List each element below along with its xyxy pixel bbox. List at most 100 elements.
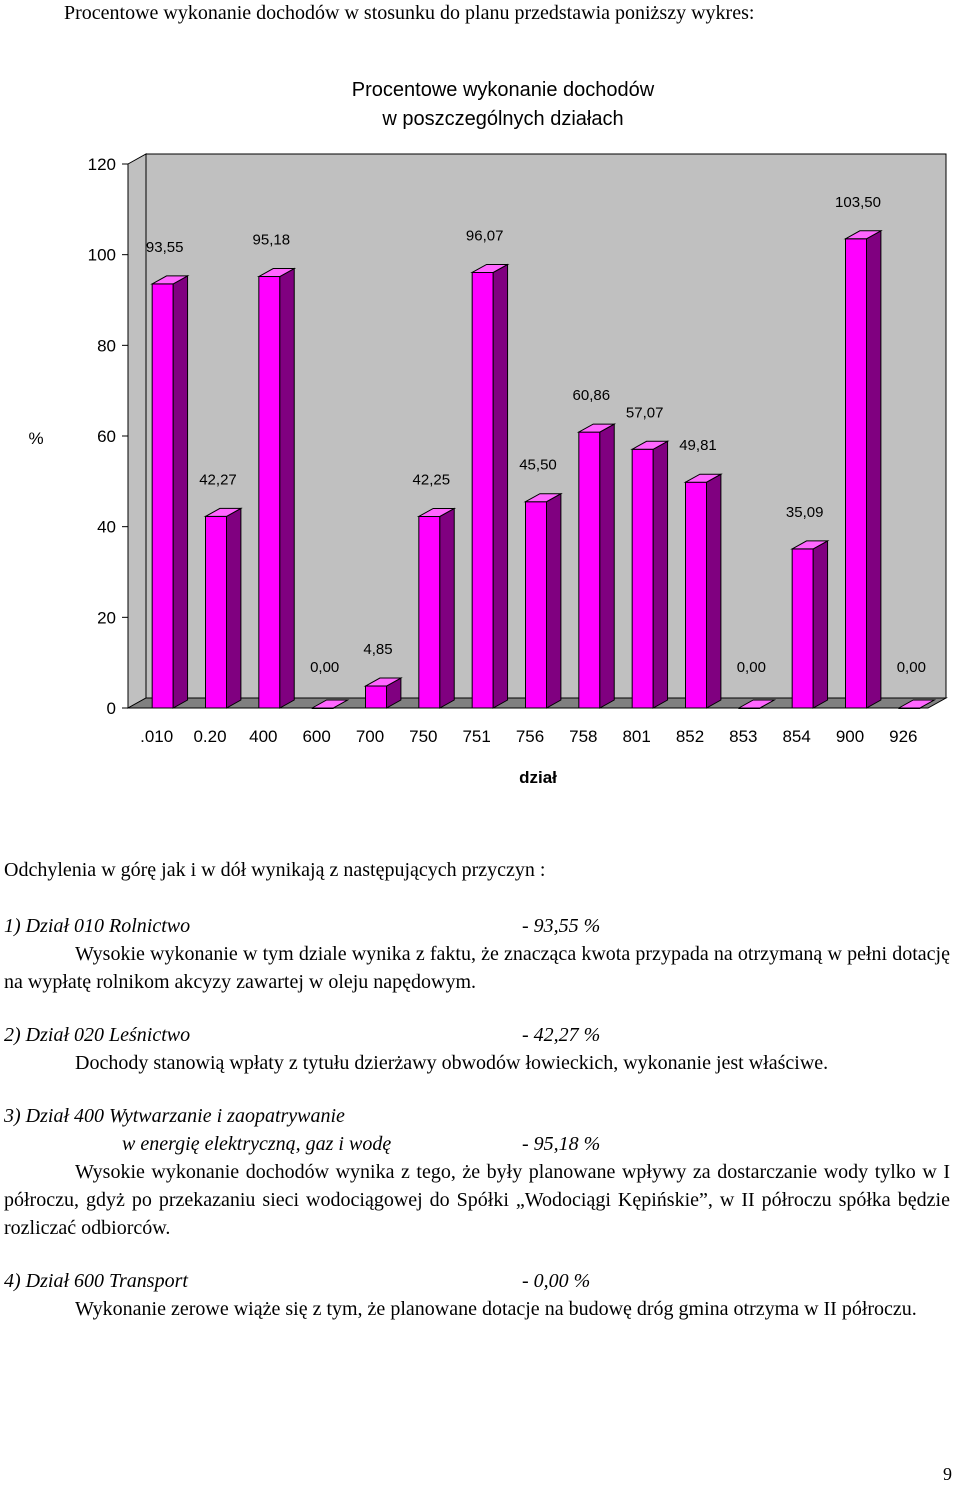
value-label: 49,81 [679, 437, 717, 454]
value-label: 42,27 [199, 471, 237, 488]
x-tick-label: 758 [569, 727, 597, 746]
bar-front [525, 501, 547, 709]
bar-751 [470, 263, 510, 709]
bar-side [652, 440, 669, 709]
section-010-percent: - 93,55 % [522, 915, 601, 937]
bar-854 [790, 540, 830, 709]
bar-top [150, 275, 190, 285]
bar-front [791, 548, 814, 709]
bar-front [631, 448, 654, 709]
bar-top [416, 507, 457, 517]
bar-side [599, 423, 615, 709]
bar-side [439, 507, 455, 709]
bar-400 [256, 267, 297, 709]
section-010-text: Wysokie wykonanie w tym dziale wynika z … [4, 943, 950, 993]
bar-top [576, 423, 617, 433]
bar-side [279, 267, 295, 709]
page-number: 9 [943, 1464, 952, 1484]
bar-side [492, 263, 509, 709]
bar-top [523, 493, 563, 503]
section-600-text: Wykonanie zerowe wiąże się z tym, że pla… [75, 1298, 917, 1320]
section-020-title: 2) Dział 020 Leśnictwo [4, 1024, 191, 1046]
value-label: 95,18 [253, 232, 291, 249]
bar-756 [523, 492, 563, 709]
bar-750 [416, 507, 457, 709]
value-label: 45,50 [519, 457, 557, 474]
x-tick-label: 926 [889, 727, 917, 746]
section-020-percent: - 42,27 % [522, 1024, 601, 1046]
bar-852 [683, 473, 723, 709]
value-label: 57,07 [626, 404, 664, 421]
bar-020 [203, 507, 243, 709]
bar-801 [630, 440, 670, 709]
bar-front [365, 685, 387, 709]
explanations-heading: Odchylenia w górę jak i w dół wynikają z… [4, 859, 546, 881]
bar-top [203, 507, 243, 517]
chart-title-line: w poszczególnych działach [381, 108, 623, 130]
bar-010 [150, 275, 190, 709]
section-600-title: 4) Dział 600 Transport [4, 1270, 188, 1292]
y-tick-label: 100 [88, 246, 116, 265]
x-tick-label: 751 [462, 727, 490, 746]
section-020-text: Dochody stanowią wpłaty z tytułu dzierża… [75, 1052, 829, 1074]
section-600-percent: - 0,00 % [522, 1270, 591, 1292]
bar-side [172, 275, 189, 709]
bar-900 [843, 229, 883, 709]
section-010-header: 1) Dział 010 Rolnictwo - 93,55 % [4, 912, 950, 940]
x-tick-label: 853 [729, 727, 757, 746]
y-tick-label: 20 [97, 608, 116, 627]
bar-top [790, 540, 830, 550]
value-label: 60,86 [573, 387, 611, 404]
x-tick-label: 600 [302, 727, 330, 746]
y-tick-label: 80 [97, 336, 116, 355]
section-600-header: 4) Dział 600 Transport - 0,00 % [4, 1267, 950, 1295]
section-400-header-1: 3) Dział 400 Wytwarzanie i zaopatrywanie [4, 1102, 950, 1130]
section-400-header-2: w energię elektryczną, gaz i wodę - 95,1… [4, 1130, 950, 1158]
bar-front [578, 431, 601, 709]
value-label: 0,00 [737, 659, 766, 676]
y-axis: 0 20 40 60 80 100 120% [28, 155, 129, 718]
y-tick-label: 40 [97, 518, 116, 537]
y-axis-label: % [28, 429, 43, 448]
value-label: 96,07 [466, 227, 504, 244]
bar-side [706, 473, 722, 709]
x-tick-label: 750 [409, 727, 437, 746]
bar-front [205, 515, 227, 709]
x-tick-label: 0.20 [193, 727, 226, 746]
side-wall [127, 153, 147, 709]
value-label: 0,00 [897, 659, 926, 676]
bars [150, 229, 937, 709]
bar-top [256, 268, 297, 278]
intro-text: Procentowe wykonanie dochodów w stosunku… [64, 2, 755, 24]
x-tick-label: 900 [836, 727, 864, 746]
section-400-title-line2: w energię elektryczną, gaz i wodę [122, 1133, 392, 1155]
section-400-text: Wysokie wykonanie dochodów wynika z tego… [4, 1161, 950, 1239]
bar-top [630, 440, 670, 450]
bar-top [363, 677, 403, 687]
value-label: 4,85 [363, 641, 392, 658]
x-tick-label: .010 [140, 727, 173, 746]
x-axis: .010 0.20 400 600 700 750 751 756 758 801 852 853 85… [128, 707, 928, 787]
x-tick-label: 700 [356, 727, 384, 746]
value-label: 0,00 [310, 659, 339, 676]
section-020-header: 2) Dział 020 Leśnictwo - 42,27 % [4, 1021, 950, 1049]
bar-side [812, 540, 829, 709]
bar-front [258, 276, 281, 709]
bar-side [866, 229, 882, 709]
bar-top [843, 230, 883, 240]
chart-title: Procentowe wykonanie dochodów w poszczegó… [352, 79, 655, 130]
explanations: Odchylenia w górę jak i w dół wynikają z… [4, 856, 950, 1323]
y-tick-label: 120 [88, 155, 116, 174]
section-400-percent: - 95,18 % [522, 1133, 601, 1155]
chart-title-line: Procentowe wykonanie dochodów [352, 79, 655, 101]
bar-front [471, 271, 494, 709]
bar-front [418, 515, 441, 709]
section-400-title-line1: 3) Dział 400 Wytwarzanie i zaopatrywanie [4, 1105, 345, 1127]
value-labels: 93,55 42,27 95,18 0,00 4,85 42,25 96,07 45,50 60… [146, 194, 926, 676]
x-tick-label: 756 [516, 727, 544, 746]
x-tick-label: 854 [782, 727, 810, 746]
bar-side [226, 507, 242, 709]
bar-top [683, 473, 723, 483]
value-label: 93,55 [146, 239, 184, 256]
y-tick-label: 60 [97, 427, 116, 446]
